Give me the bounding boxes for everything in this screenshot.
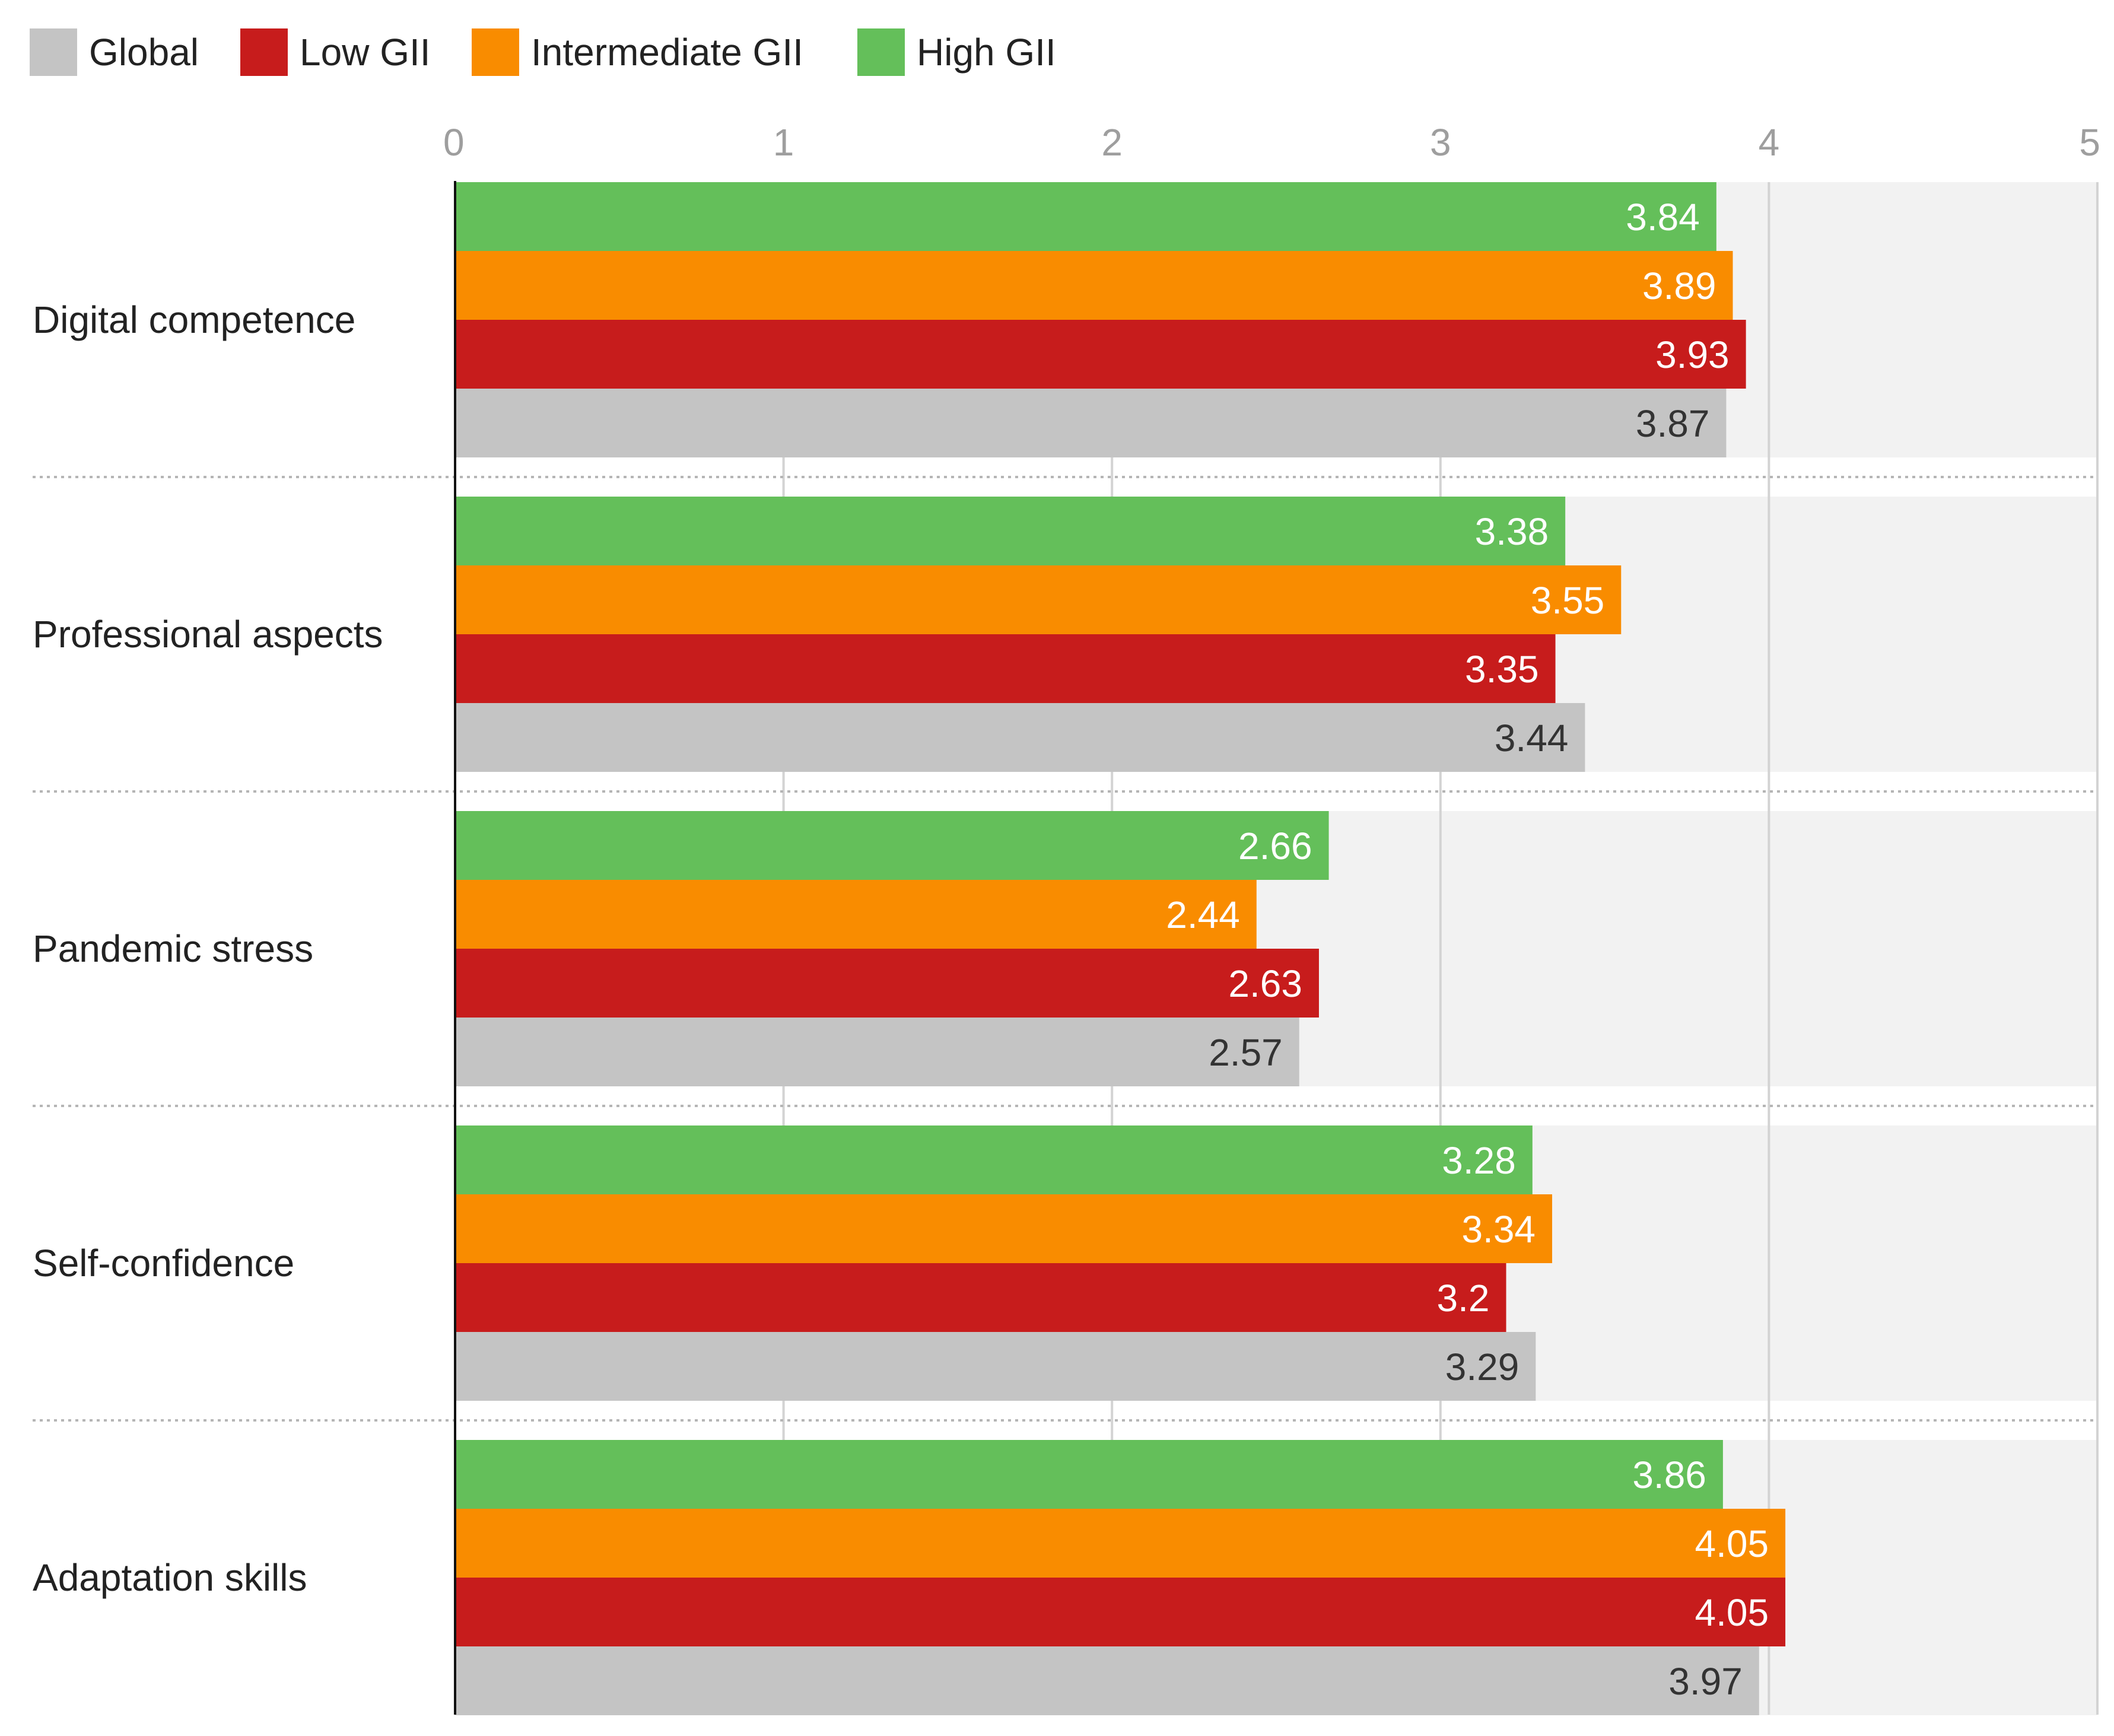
bars bbox=[455, 182, 1786, 1715]
bar bbox=[455, 1509, 1786, 1578]
category-separators bbox=[33, 476, 2097, 1422]
bar bbox=[455, 1125, 1533, 1194]
bar bbox=[455, 497, 1566, 565]
value-label: 3.89 bbox=[1642, 265, 1716, 307]
value-label: 3.38 bbox=[1475, 510, 1549, 553]
bar bbox=[455, 1332, 1536, 1401]
value-label: 3.2 bbox=[1437, 1277, 1490, 1320]
value-label: 3.97 bbox=[1668, 1660, 1743, 1703]
value-label: 3.87 bbox=[1636, 402, 1710, 445]
bar bbox=[455, 320, 1746, 389]
bar bbox=[455, 880, 1257, 949]
value-label: 3.55 bbox=[1531, 579, 1605, 622]
x-tick-label: 2 bbox=[1101, 121, 1123, 164]
x-tick-label: 1 bbox=[773, 121, 794, 164]
value-label: 4.05 bbox=[1695, 1591, 1769, 1634]
x-tick-label: 5 bbox=[2079, 121, 2100, 164]
value-label: 3.28 bbox=[1442, 1139, 1516, 1182]
value-label: 2.44 bbox=[1166, 894, 1240, 936]
value-label: 3.35 bbox=[1465, 648, 1539, 691]
bar bbox=[455, 1263, 1506, 1332]
bar bbox=[455, 251, 1733, 320]
legend: Global Low GII Intermediate GII High GII bbox=[30, 28, 1056, 76]
x-tick-label: 3 bbox=[1430, 121, 1451, 164]
legend-swatch-2 bbox=[472, 28, 519, 76]
bar bbox=[455, 634, 1556, 703]
value-label: 4.05 bbox=[1695, 1522, 1769, 1565]
value-label: 3.34 bbox=[1461, 1208, 1536, 1251]
bar bbox=[455, 565, 1622, 634]
category-label: Digital competence bbox=[33, 298, 355, 341]
legend-label-0: Global bbox=[89, 31, 199, 74]
bar bbox=[455, 949, 1319, 1018]
bar bbox=[455, 1018, 1299, 1086]
legend-swatch-0 bbox=[30, 28, 77, 76]
value-labels: 3.84 3.89 3.93 3.87 3.38 3.55 3.35 3.44 2.66 2.44… bbox=[1166, 196, 1769, 1703]
bar bbox=[455, 1578, 1786, 1646]
bar bbox=[455, 389, 1727, 457]
legend-swatch-1 bbox=[240, 28, 288, 76]
value-label: 3.86 bbox=[1632, 1454, 1706, 1496]
value-label: 3.93 bbox=[1655, 333, 1730, 376]
bar bbox=[455, 811, 1329, 880]
legend-label-2: Intermediate GII bbox=[531, 31, 803, 74]
x-tick-label: 0 bbox=[443, 121, 465, 164]
x-axis-ticks: 0 1 2 3 4 5 bbox=[443, 121, 2100, 164]
category-label: Pandemic stress bbox=[33, 927, 313, 970]
x-tick-label: 4 bbox=[1759, 121, 1780, 164]
legend-swatch-3 bbox=[857, 28, 905, 76]
value-label: 3.84 bbox=[1626, 196, 1700, 239]
category-label: Self-confidence bbox=[33, 1242, 294, 1284]
value-label: 2.63 bbox=[1228, 962, 1302, 1005]
value-label: 3.29 bbox=[1445, 1346, 1519, 1388]
bar bbox=[455, 182, 1716, 251]
value-label: 2.66 bbox=[1238, 825, 1312, 867]
category-labels: Digital competence Professional aspects Pa… bbox=[33, 298, 383, 1599]
value-label: 2.57 bbox=[1209, 1031, 1283, 1074]
bar bbox=[455, 1194, 1553, 1263]
bar bbox=[455, 1646, 1759, 1715]
legend-label-3: High GII bbox=[917, 31, 1056, 74]
legend-label-1: Low GII bbox=[300, 31, 431, 74]
category-label: Professional aspects bbox=[33, 613, 383, 656]
category-label: Adaptation skills bbox=[33, 1556, 307, 1599]
bar bbox=[455, 703, 1585, 772]
bar bbox=[455, 1440, 1723, 1509]
value-label: 3.44 bbox=[1495, 717, 1569, 759]
